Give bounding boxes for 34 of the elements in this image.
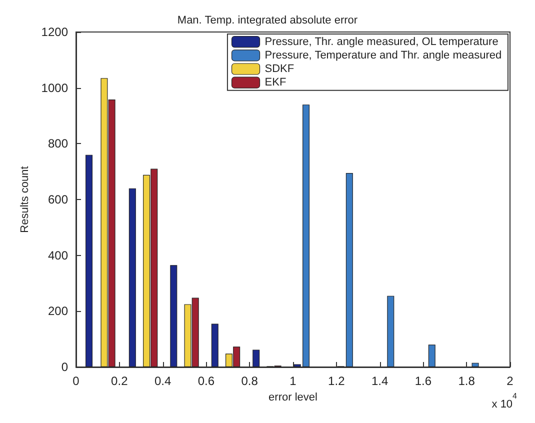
- legend-label: SDKF: [264, 63, 294, 75]
- x-tick-label: 1.2: [328, 374, 346, 388]
- bar: [387, 296, 394, 367]
- x-tick-label: 1.4: [371, 374, 388, 388]
- x-tick-label: 1: [290, 374, 297, 388]
- bar: [472, 362, 479, 367]
- x-tick-label: 0.8: [241, 374, 258, 388]
- x-tick-label: 0.2: [111, 374, 128, 388]
- chart-title: Man. Temp. integrated absolute error: [177, 14, 358, 26]
- y-tick-label: 400: [48, 248, 68, 262]
- y-tick-label: 1200: [41, 25, 68, 39]
- x-tick-label: 1.6: [414, 374, 432, 388]
- text: x 104: [492, 392, 518, 410]
- legend-label: EKF: [264, 76, 286, 89]
- y-tick-label: 1000: [41, 80, 68, 95]
- legend-label: Pressure, Temperature and Thr. angle measured: [264, 49, 502, 62]
- bar: [211, 324, 218, 367]
- y-axis-title: Results count: [18, 166, 31, 233]
- y-tick-label: 0: [61, 360, 68, 374]
- bar: [428, 344, 436, 367]
- bar: [252, 350, 260, 367]
- bar: [128, 188, 136, 367]
- x-tick-label: 1.8: [458, 374, 476, 388]
- x-tick-label: 0: [72, 374, 80, 388]
- x-axis-title: error level: [268, 391, 318, 404]
- y-tick-label: 200: [48, 304, 68, 318]
- x-tick-label: 0.6: [198, 374, 215, 388]
- y-tick-label: 800: [48, 136, 68, 151]
- x-tick-label: 2: [506, 374, 514, 388]
- bar: [86, 154, 93, 367]
- x-tick-label: 0.4: [154, 374, 172, 388]
- legend-label: Pressure, Thr. angle measured, OL temperature: [264, 36, 498, 48]
- y-tick-label: 600: [48, 192, 68, 206]
- bar: [170, 265, 178, 367]
